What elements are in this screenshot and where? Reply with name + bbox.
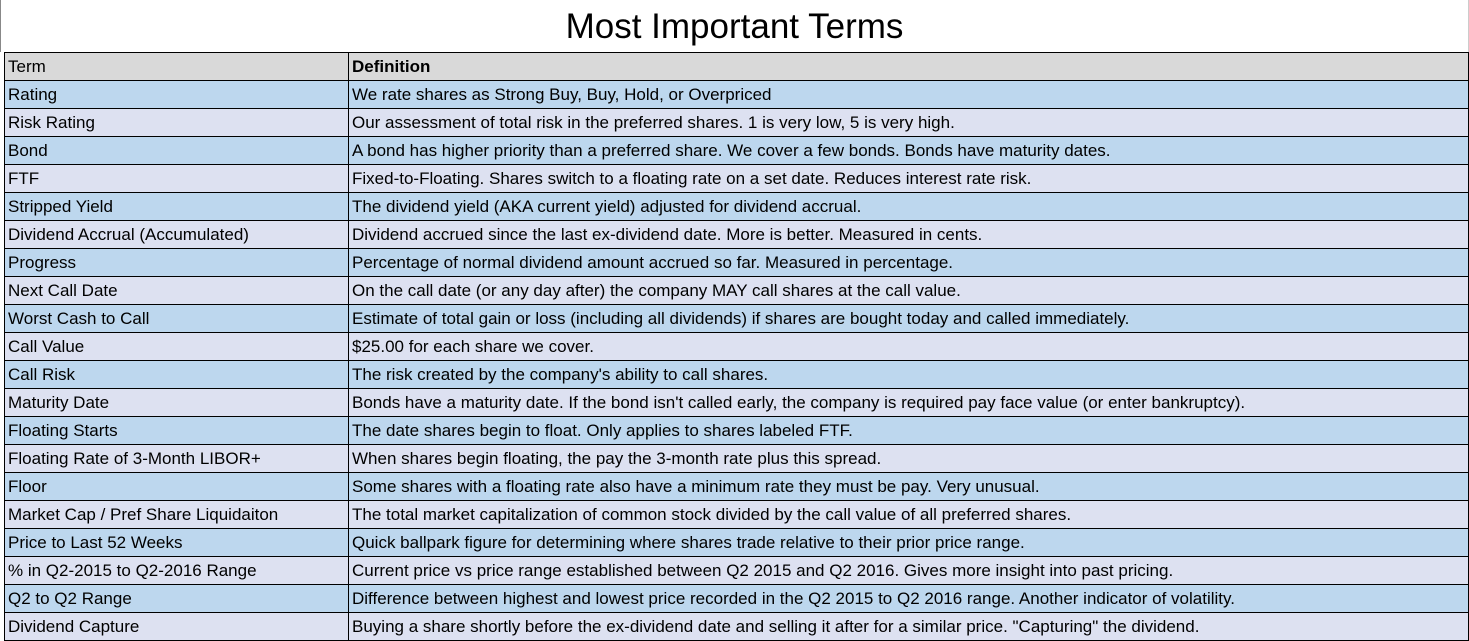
table-row: % in Q2-2015 to Q2-2016 Range Current pri… (4, 556, 1469, 585)
term-cell: Floating Starts (4, 416, 349, 445)
table-row: Stripped Yield The dividend yield (AKA cu… (4, 192, 1469, 221)
term-cell: Market Cap / Pref Share Liquidaiton (4, 500, 349, 529)
term-cell: Floating Rate of 3-Month LIBOR+ (4, 444, 349, 473)
definition-cell: Buying a share shortly before the ex-div… (348, 612, 1469, 641)
header-cell: Definition (348, 52, 1469, 81)
table-row: Dividend Accrual (Accumulated) Dividend a… (4, 220, 1469, 249)
definition-cell: Some shares with a floating rate also ha… (348, 472, 1469, 501)
definition-cell: Quick ballpark figure for determining wh… (348, 528, 1469, 557)
definition-cell: The total market capitalization of commo… (348, 500, 1469, 529)
term-cell: FTF (4, 164, 349, 193)
definition-cell: Current price vs price range established… (348, 556, 1469, 585)
table-row: Rating We rate shares as Strong Buy, Buy,… (4, 80, 1469, 109)
term-cell: Worst Cash to Call (4, 304, 349, 333)
definition-cell: Fixed-to-Floating. Shares switch to a fl… (348, 164, 1469, 193)
definition-cell: The dividend yield (AKA current yield) a… (348, 192, 1469, 221)
definition-cell: Percentage of normal dividend amount acc… (348, 248, 1469, 277)
term-cell: % in Q2-2015 to Q2-2016 Range (4, 556, 349, 585)
term-cell: Dividend Accrual (Accumulated) (4, 220, 349, 249)
table-row: Call Value $25.00 for each share we cover… (4, 332, 1469, 361)
term-cell: Dividend Capture (4, 612, 349, 641)
definition-cell: A bond has higher priority than a prefer… (348, 136, 1469, 165)
definition-cell: Difference between highest and lowest pr… (348, 584, 1469, 613)
table-row: Floating Rate of 3-Month LIBOR+ When shar… (4, 444, 1469, 473)
term-cell: Progress (4, 248, 349, 277)
term-cell: Rating (4, 80, 349, 109)
table-row: Call Risk The risk created by the company… (4, 360, 1469, 389)
definition-cell: On the call date (or any day after) the … (348, 276, 1469, 305)
table-row: Floor Some shares with a floating rate al… (4, 472, 1469, 501)
table-row: Market Cap / Pref Share Liquidaiton The t… (4, 500, 1469, 529)
term-cell: Next Call Date (4, 276, 349, 305)
term-cell: Call Value (4, 332, 349, 361)
table-body: Term Definition Rating We rate shares as … (4, 52, 1469, 641)
definition-cell: When shares begin floating, the pay the … (348, 444, 1469, 473)
table-row: Q2 to Q2 Range Difference between highest… (4, 584, 1469, 613)
table-row: Progress Percentage of normal dividend am… (4, 248, 1469, 277)
definition-cell: The date shares begin to float. Only app… (348, 416, 1469, 445)
term-cell: Call Risk (4, 360, 349, 389)
definition-cell: Our assessment of total risk in the pref… (348, 108, 1469, 137)
terms-table: Term Definition Rating We rate shares as … (4, 52, 1469, 641)
table-row: Bond A bond has higher priority than a pr… (4, 136, 1469, 165)
title: Most Important Terms (0, 0, 1469, 52)
term-cell: Risk Rating (4, 108, 349, 137)
table-row: Next Call Date On the call date (or any d… (4, 276, 1469, 305)
term-cell: Bond (4, 136, 349, 165)
definition-cell: Estimate of total gain or loss (includin… (348, 304, 1469, 333)
definition-cell: The risk created by the company's abilit… (348, 360, 1469, 389)
table-row: Risk Rating Our assessment of total risk … (4, 108, 1469, 137)
table-row: FTF Fixed-to-Floating. Shares switch to a… (4, 164, 1469, 193)
definition-cell: We rate shares as Strong Buy, Buy, Hold,… (348, 80, 1469, 109)
table-row: Maturity Date Bonds have a maturity date.… (4, 388, 1469, 417)
table-row: Floating Starts The date shares begin to … (4, 416, 1469, 445)
table-row: Price to Last 52 Weeks Quick ballpark fig… (4, 528, 1469, 557)
table-row: Worst Cash to Call Estimate of total gain… (4, 304, 1469, 333)
table-row: Dividend Capture Buying a share shortly b… (4, 612, 1469, 641)
term-cell: Stripped Yield (4, 192, 349, 221)
definition-cell: $25.00 for each share we cover. (348, 332, 1469, 361)
header-cell: Term (4, 52, 349, 81)
term-cell: Q2 to Q2 Range (4, 584, 349, 613)
definition-cell: Bonds have a maturity date. If the bond … (348, 388, 1469, 417)
definition-cell: Dividend accrued since the last ex-divid… (348, 220, 1469, 249)
term-cell: Floor (4, 472, 349, 501)
header-row: Term Definition (4, 52, 1469, 81)
term-cell: Maturity Date (4, 388, 349, 417)
term-cell: Price to Last 52 Weeks (4, 528, 349, 557)
